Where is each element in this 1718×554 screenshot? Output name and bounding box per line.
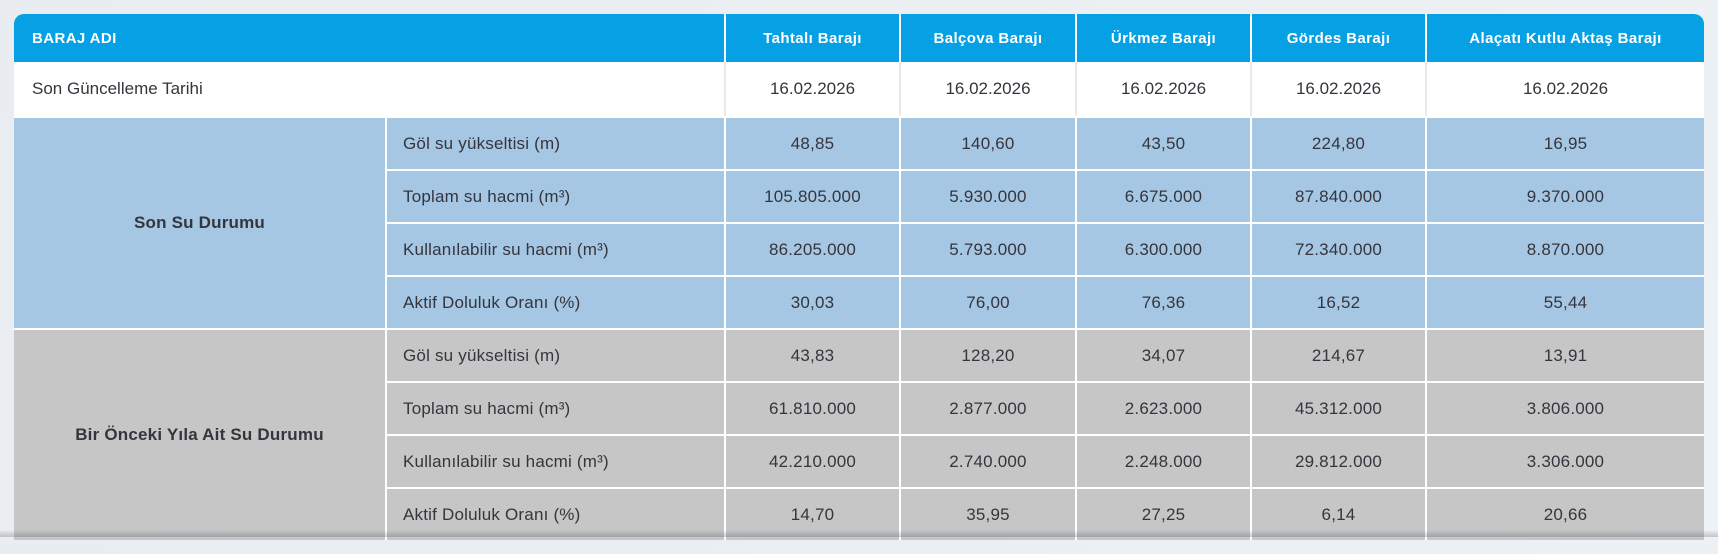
value-cell: 13,91 xyxy=(1427,328,1704,381)
metric-label-cell: Kullanılabilir su hacmi (m³) xyxy=(387,222,726,275)
value-cell: 27,25 xyxy=(1077,487,1252,540)
value-cell: 105.805.000 xyxy=(726,169,901,222)
metric-label-cell: Göl su yükseltisi (m) xyxy=(387,116,726,169)
value-cell: 128,20 xyxy=(901,328,1077,381)
column-header-baraj-adi: BARAJ ADI xyxy=(14,14,726,62)
value-cell: 5.793.000 xyxy=(901,222,1077,275)
update-date-row: Son Güncelleme Tarihi 16.02.2026 16.02.2… xyxy=(14,62,1704,116)
value-cell: 76,00 xyxy=(901,275,1077,328)
update-date-label: Son Güncelleme Tarihi xyxy=(14,62,726,116)
header-row: BARAJ ADI Tahtalı Barajı Balçova Barajı … xyxy=(14,14,1704,62)
update-date-cell: 16.02.2026 xyxy=(1077,62,1252,116)
value-cell: 6.300.000 xyxy=(1077,222,1252,275)
update-date-cell: 16.02.2026 xyxy=(726,62,901,116)
value-cell: 48,85 xyxy=(726,116,901,169)
value-cell: 43,83 xyxy=(726,328,901,381)
value-cell: 45.312.000 xyxy=(1252,381,1427,434)
value-cell: 140,60 xyxy=(901,116,1077,169)
value-cell: 214,67 xyxy=(1252,328,1427,381)
value-cell: 6.675.000 xyxy=(1077,169,1252,222)
value-cell: 16,52 xyxy=(1252,275,1427,328)
value-cell: 8.870.000 xyxy=(1427,222,1704,275)
value-cell: 86.205.000 xyxy=(726,222,901,275)
value-cell: 55,44 xyxy=(1427,275,1704,328)
value-cell: 3.306.000 xyxy=(1427,434,1704,487)
metric-label-cell: Aktif Doluluk Oranı (%) xyxy=(387,487,726,540)
value-cell: 87.840.000 xyxy=(1252,169,1427,222)
value-cell: 34,07 xyxy=(1077,328,1252,381)
column-header-gordes: Gördes Barajı xyxy=(1252,14,1427,62)
value-cell: 76,36 xyxy=(1077,275,1252,328)
value-cell: 2.623.000 xyxy=(1077,381,1252,434)
value-cell: 2.248.000 xyxy=(1077,434,1252,487)
value-cell: 42.210.000 xyxy=(726,434,901,487)
column-header-urkmez: Ürkmez Barajı xyxy=(1077,14,1252,62)
update-date-cell: 16.02.2026 xyxy=(1252,62,1427,116)
metric-label-cell: Aktif Doluluk Oranı (%) xyxy=(387,275,726,328)
value-cell: 29.812.000 xyxy=(1252,434,1427,487)
column-header-alacati: Alaçatı Kutlu Aktaş Barajı xyxy=(1427,14,1704,62)
column-header-tahtali: Tahtalı Barajı xyxy=(726,14,901,62)
section-name-cell: Bir Önceki Yıla Ait Su Durumu xyxy=(14,328,387,540)
metric-label-cell: Kullanılabilir su hacmi (m³) xyxy=(387,434,726,487)
metric-label-cell: Toplam su hacmi (m³) xyxy=(387,169,726,222)
update-date-cell: 16.02.2026 xyxy=(1427,62,1704,116)
value-cell: 16,95 xyxy=(1427,116,1704,169)
dam-status-table: BARAJ ADI Tahtalı Barajı Balçova Barajı … xyxy=(14,14,1704,540)
section-name-cell: Son Su Durumu xyxy=(14,116,387,328)
table-body: Son Güncelleme Tarihi 16.02.2026 16.02.2… xyxy=(14,62,1704,540)
value-cell: 14,70 xyxy=(726,487,901,540)
value-cell: 224,80 xyxy=(1252,116,1427,169)
value-cell: 5.930.000 xyxy=(901,169,1077,222)
update-date-cell: 16.02.2026 xyxy=(901,62,1077,116)
value-cell: 30,03 xyxy=(726,275,901,328)
column-header-balcova: Balçova Barajı xyxy=(901,14,1077,62)
value-cell: 9.370.000 xyxy=(1427,169,1704,222)
value-cell: 2.877.000 xyxy=(901,381,1077,434)
value-cell: 20,66 xyxy=(1427,487,1704,540)
metric-label-cell: Göl su yükseltisi (m) xyxy=(387,328,726,381)
value-cell: 61.810.000 xyxy=(726,381,901,434)
dam-status-table-container: BARAJ ADI Tahtalı Barajı Balçova Barajı … xyxy=(14,14,1704,540)
value-cell: 43,50 xyxy=(1077,116,1252,169)
value-cell: 35,95 xyxy=(901,487,1077,540)
value-cell: 2.740.000 xyxy=(901,434,1077,487)
value-cell: 3.806.000 xyxy=(1427,381,1704,434)
metric-label-cell: Toplam su hacmi (m³) xyxy=(387,381,726,434)
value-cell: 6,14 xyxy=(1252,487,1427,540)
value-cell: 72.340.000 xyxy=(1252,222,1427,275)
